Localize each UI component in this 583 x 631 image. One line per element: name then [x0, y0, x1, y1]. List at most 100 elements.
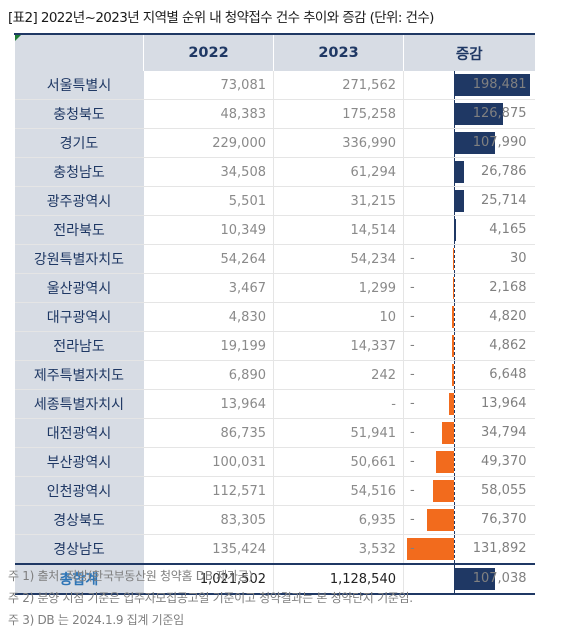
header-change: 증감: [403, 33, 535, 71]
value-2023-cell: 50,661: [273, 447, 404, 477]
value-2023-cell: 14,514: [273, 215, 404, 245]
green-triangle-marker: [15, 35, 21, 41]
header-2022: 2022: [143, 33, 274, 71]
table-row: 경기도 229,000 336,990 107,990: [14, 128, 535, 158]
table-row: 대전광역시 86,735 51,941- 34,794: [14, 418, 535, 448]
value-2022-cell: 83,305: [143, 505, 274, 535]
region-cell: 부산광역시: [14, 447, 144, 477]
change-value: 13,964: [481, 396, 527, 411]
minus-sign: -: [410, 483, 415, 498]
table-row: 전라북도 10,349 14,514 4,165: [14, 215, 535, 245]
value-2023-cell: 51,941: [273, 418, 404, 448]
change-value: 4,820: [489, 309, 527, 324]
positive-change-bar: [454, 568, 495, 590]
positive-change-bar: [454, 161, 464, 183]
change-value: 4,165: [489, 222, 527, 237]
table-row: 세종특별자치시 13,964- -13,964: [14, 389, 535, 419]
negative-change-bar: [449, 393, 454, 415]
negative-change-bar: [427, 509, 454, 531]
region-cell: 대전광역시: [14, 418, 144, 448]
footnote: 주 1) 출처: 직방(한국부동산원 청약홈 DB 재가공): [8, 569, 253, 583]
table-row: 광주광역시 5,501 31,215 25,714: [14, 186, 535, 216]
region-cell: 경기도: [14, 128, 144, 158]
minus-sign: -: [410, 280, 415, 295]
change-cell: - 13,964: [403, 389, 535, 419]
change-cell: - 30: [403, 244, 535, 274]
minus-sign: -: [410, 396, 415, 411]
change-value: 30: [509, 251, 527, 266]
negative-change-bar: [452, 364, 454, 386]
value-2022-cell: 48,383: [143, 99, 274, 129]
change-cell: - 4,820: [403, 302, 535, 332]
negative-change-bar: [433, 480, 454, 502]
value-2022-cell: 229,000: [143, 128, 274, 158]
positive-change-bar: [454, 74, 530, 96]
value-2023-cell: 1,299: [273, 273, 404, 303]
region-cell: 울산광역시: [14, 273, 144, 303]
value-2023-cell: 31,215: [273, 186, 404, 216]
change-value: 58,055: [481, 483, 527, 498]
change-cell: 25,714: [403, 186, 535, 216]
change-cell: 107,990: [403, 128, 535, 158]
negative-change-bar: [453, 277, 454, 299]
region-cell: 충청북도: [14, 99, 144, 129]
change-value: 49,370: [481, 454, 527, 469]
value-2023-cell: 175,258: [273, 99, 404, 129]
change-cell: - 4,862: [403, 331, 535, 361]
value-2022-cell: 135,424: [143, 534, 274, 565]
value-2022-cell: 5,501: [143, 186, 274, 216]
change-value: 4,862: [489, 338, 527, 353]
table-row: 충청북도 48,383 175,258 126,875: [14, 99, 535, 129]
value-2023-cell: 242: [273, 360, 404, 390]
change-cell: - 49,370: [403, 447, 535, 477]
header-2023: 2023: [273, 33, 404, 71]
region-cell: 강원특별자치도: [14, 244, 144, 274]
table-row: 강원특별자치도 54,264 54,234- 30: [14, 244, 535, 274]
negative-change-bar: [407, 538, 454, 560]
value-2022-cell: 13,964: [143, 389, 274, 419]
zero-axis-line: [454, 419, 455, 447]
value-2022-cell: 54,264: [143, 244, 274, 274]
minus-sign: -: [410, 367, 415, 382]
value-2022-cell: 73,081: [143, 71, 274, 100]
change-value: 107,990: [472, 135, 527, 150]
region-cell: 세종특별자치시: [14, 389, 144, 419]
change-cell: - 131,892: [403, 534, 535, 565]
positive-change-bar: [454, 190, 464, 212]
zero-axis-line: [454, 332, 455, 360]
zero-axis-line: [454, 274, 455, 302]
total-row: 총합계 1,021,502 1,128,540 107,038: [14, 563, 535, 595]
region-cell: 서울특별시: [14, 71, 144, 100]
minus-sign: -: [410, 541, 415, 556]
table-row: 경상남도 135,424 3,532- 131,892: [14, 534, 535, 565]
change-value: 26,786: [481, 164, 527, 179]
zero-axis-line: [454, 303, 455, 331]
zero-axis-line: [454, 361, 455, 389]
region-cell: 대구광역시: [14, 302, 144, 332]
footnotes: 주 1) 출처: 직방(한국부동산원 청약홈 DB 재가공) 주 2) 분양 시…: [8, 565, 578, 631]
change-cell: - 76,370: [403, 505, 535, 535]
change-value: 198,481: [472, 77, 527, 92]
region-cell: 인천광역시: [14, 476, 144, 506]
negative-change-bar: [436, 451, 454, 473]
value-2023-cell: 336,990: [273, 128, 404, 158]
value-2023-cell: 3,532: [273, 534, 404, 565]
minus-sign: -: [410, 425, 415, 440]
table-title: [표2] 2022년~2023년 지역별 순위 내 청약접수 건수 추이와 증감…: [8, 10, 434, 26]
minus-sign: -: [410, 309, 415, 324]
change-cell: - 34,794: [403, 418, 535, 448]
data-table: 2022 2023 증감 서울특별시 73,081 271,562 198,481 충청…: [14, 33, 535, 595]
change-value: 25,714: [481, 193, 527, 208]
value-2023-cell: 271,562: [273, 71, 404, 100]
region-cell: 전라남도: [14, 331, 144, 361]
change-cell: - 2,168: [403, 273, 535, 303]
table-row: 인천광역시 112,571 54,516- 58,055: [14, 476, 535, 506]
negative-change-bar: [452, 306, 454, 328]
value-2023-cell: 61,294: [273, 157, 404, 187]
value-2022-cell: 4,830: [143, 302, 274, 332]
value-2023-cell: 54,234: [273, 244, 404, 274]
zero-axis-line: [454, 506, 455, 534]
change-cell: 107,038: [403, 563, 535, 595]
change-cell: 126,875: [403, 99, 535, 129]
minus-sign: -: [410, 251, 415, 266]
